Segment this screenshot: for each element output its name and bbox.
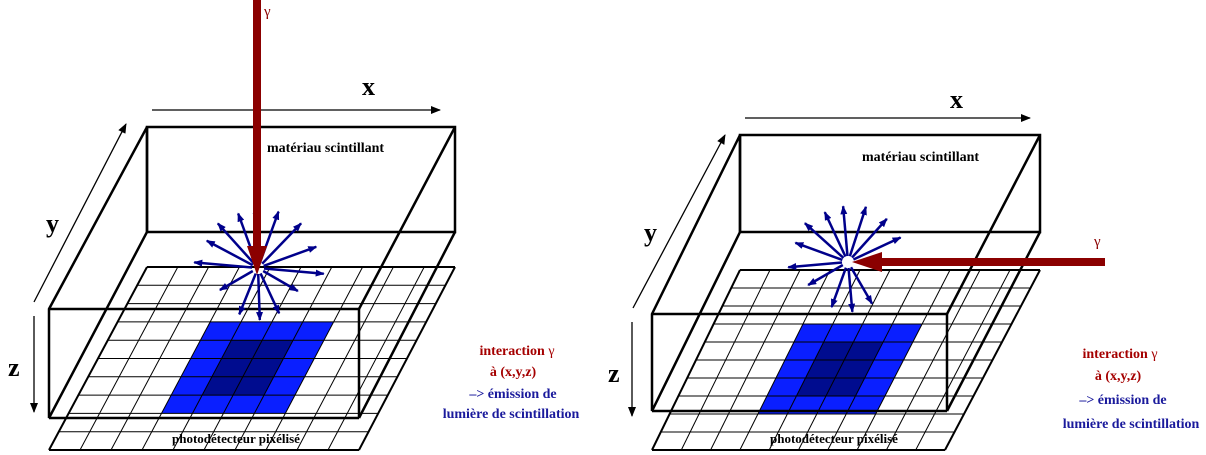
annotation-interaction: interaction γ (1082, 347, 1157, 362)
light-ray (794, 241, 843, 262)
interaction-annotation: interaction γ à (x,y,z) –> émission de l… (1063, 347, 1200, 432)
light-ray (840, 205, 849, 257)
grid-line (358, 266, 456, 451)
light-ray (804, 222, 845, 259)
light-ray (256, 273, 264, 321)
light-ray (852, 236, 902, 261)
axes (628, 114, 1031, 417)
grid-line (234, 266, 333, 451)
grid-line (296, 266, 394, 451)
annotation-interaction: interaction γ (479, 344, 554, 359)
light-ray (216, 222, 255, 265)
light-ray (849, 266, 874, 305)
y-axis-label: y (46, 209, 59, 238)
light-ray (807, 263, 844, 287)
grid-line (885, 269, 981, 451)
annotation-light: lumière de scintillation (1063, 417, 1200, 432)
gamma-symbol: γ (263, 4, 271, 20)
crystal-label: matériau scintillant (862, 150, 979, 165)
grid-line (265, 266, 364, 451)
panel-horizontal-gamma: x y z γ matériau scintillant photodétect… (608, 85, 1200, 451)
grid-line (827, 269, 921, 451)
light-ray (259, 272, 281, 315)
z-axis-label: z (8, 353, 20, 382)
light-ray (263, 267, 325, 277)
interaction-annotation: interaction γ à (x,y,z) –> émission de l… (443, 344, 580, 422)
light-ray (205, 239, 254, 267)
light-ray (263, 245, 318, 268)
y-axis-label: y (644, 218, 657, 247)
light-ray (823, 211, 847, 258)
gamma-symbol: γ (1093, 234, 1101, 250)
light-ray (261, 222, 302, 265)
light-ray (847, 267, 856, 313)
grid-line (327, 266, 425, 451)
annotation-emission: –> émission de (468, 387, 556, 402)
z-axis-label: z (608, 359, 620, 388)
light-ray (262, 269, 299, 293)
gamma-ray-arrow (852, 252, 1105, 272)
photodetector-grid (651, 269, 1041, 451)
photodetector-grid (48, 266, 456, 451)
scintillator-box (47, 125, 457, 420)
panel-vertical-gamma: x y z γ matériau scintillant photodétect… (8, 0, 580, 451)
axes (30, 106, 441, 413)
light-ray (787, 261, 843, 271)
light-ray (848, 205, 868, 257)
detector-label: photodétecteur pixélisé (770, 431, 898, 446)
annotation-light: lumière de scintillation (443, 407, 580, 422)
annotation-gamma: γ (1150, 347, 1157, 362)
annotation-gamma: γ (547, 344, 554, 359)
light-ray (193, 259, 253, 269)
light-ray (830, 267, 848, 309)
y-axis-arrow (632, 134, 726, 309)
annotation-position: à (x,y,z) (490, 365, 537, 380)
light-ray (238, 273, 257, 316)
gamma-ray-arrow (247, 0, 267, 275)
detector-label: photodétecteur pixélisé (172, 431, 300, 446)
grid-line (944, 269, 1041, 451)
grid-line (915, 269, 1011, 451)
light-ray (219, 269, 254, 292)
light-ray (851, 218, 888, 259)
x-axis-label: x (362, 72, 375, 101)
annotation-position: à (x,y,z) (1095, 369, 1142, 384)
x-axis-label: x (950, 85, 963, 114)
y-axis-arrow (33, 123, 127, 303)
scintillator-box (650, 133, 1042, 413)
scintillation-light-rays (787, 205, 902, 313)
annotation-emission: –> émission de (1078, 393, 1166, 408)
crystal-label: matériau scintillant (267, 141, 384, 156)
grid-line (856, 269, 951, 451)
